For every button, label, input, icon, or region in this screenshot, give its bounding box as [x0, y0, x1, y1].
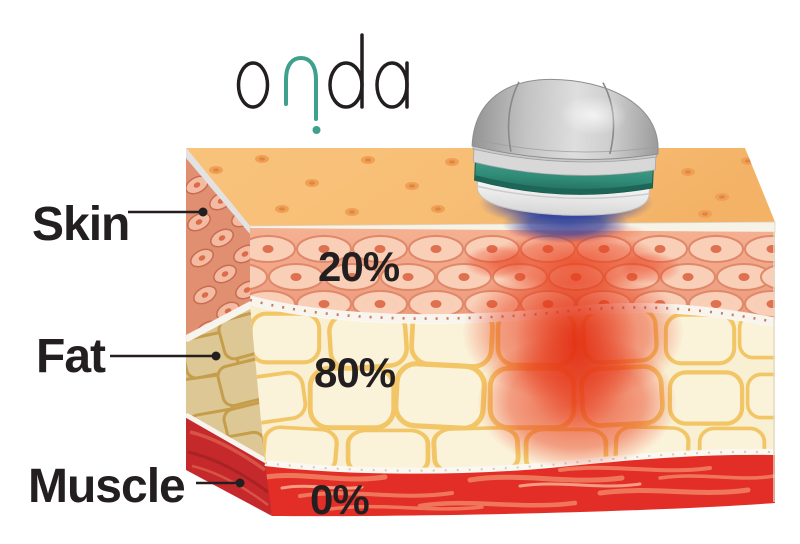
skin-energy-pct: 20%: [318, 243, 400, 290]
left-membrane: [184, 300, 254, 343]
left-fascia: [184, 412, 270, 465]
muscle-leader-dot: [235, 478, 245, 488]
logo-letter-d-bowl: [328, 61, 364, 109]
left-face: [184, 158, 272, 516]
skin-label: Skin: [32, 198, 129, 251]
muscle-label: Muscle: [28, 460, 185, 513]
handpiece-base-seam: [477, 185, 650, 200]
tissue-block: [184, 148, 776, 517]
handpiece-device: [471, 78, 659, 216]
annotations: Skin Fat Muscle 20% 80% 0%: [28, 198, 401, 523]
handpiece-teal-lip: [474, 175, 653, 195]
logo-letter-n-accent: [284, 55, 318, 121]
heat-glow: [423, 228, 723, 494]
fat-leader-dot: [211, 351, 221, 361]
fat-label: Fat: [36, 330, 106, 383]
onda-logo: [236, 33, 409, 134]
handpiece-highlight: [559, 95, 628, 136]
left-muscle-fibers: [187, 430, 269, 507]
fat-energy-pct: 80%: [314, 349, 396, 396]
handpiece-panel-line-left: [507, 81, 520, 152]
logo-letter-a-bowl: [375, 61, 409, 109]
muscle-energy-pct: 0%: [310, 476, 369, 523]
skin-leader-dot: [198, 207, 208, 217]
top-left-bevel: [186, 148, 250, 234]
logo-accent-dot: [312, 126, 321, 134]
handpiece-dome-seam: [473, 138, 658, 153]
logo-letter-o: [236, 61, 270, 109]
